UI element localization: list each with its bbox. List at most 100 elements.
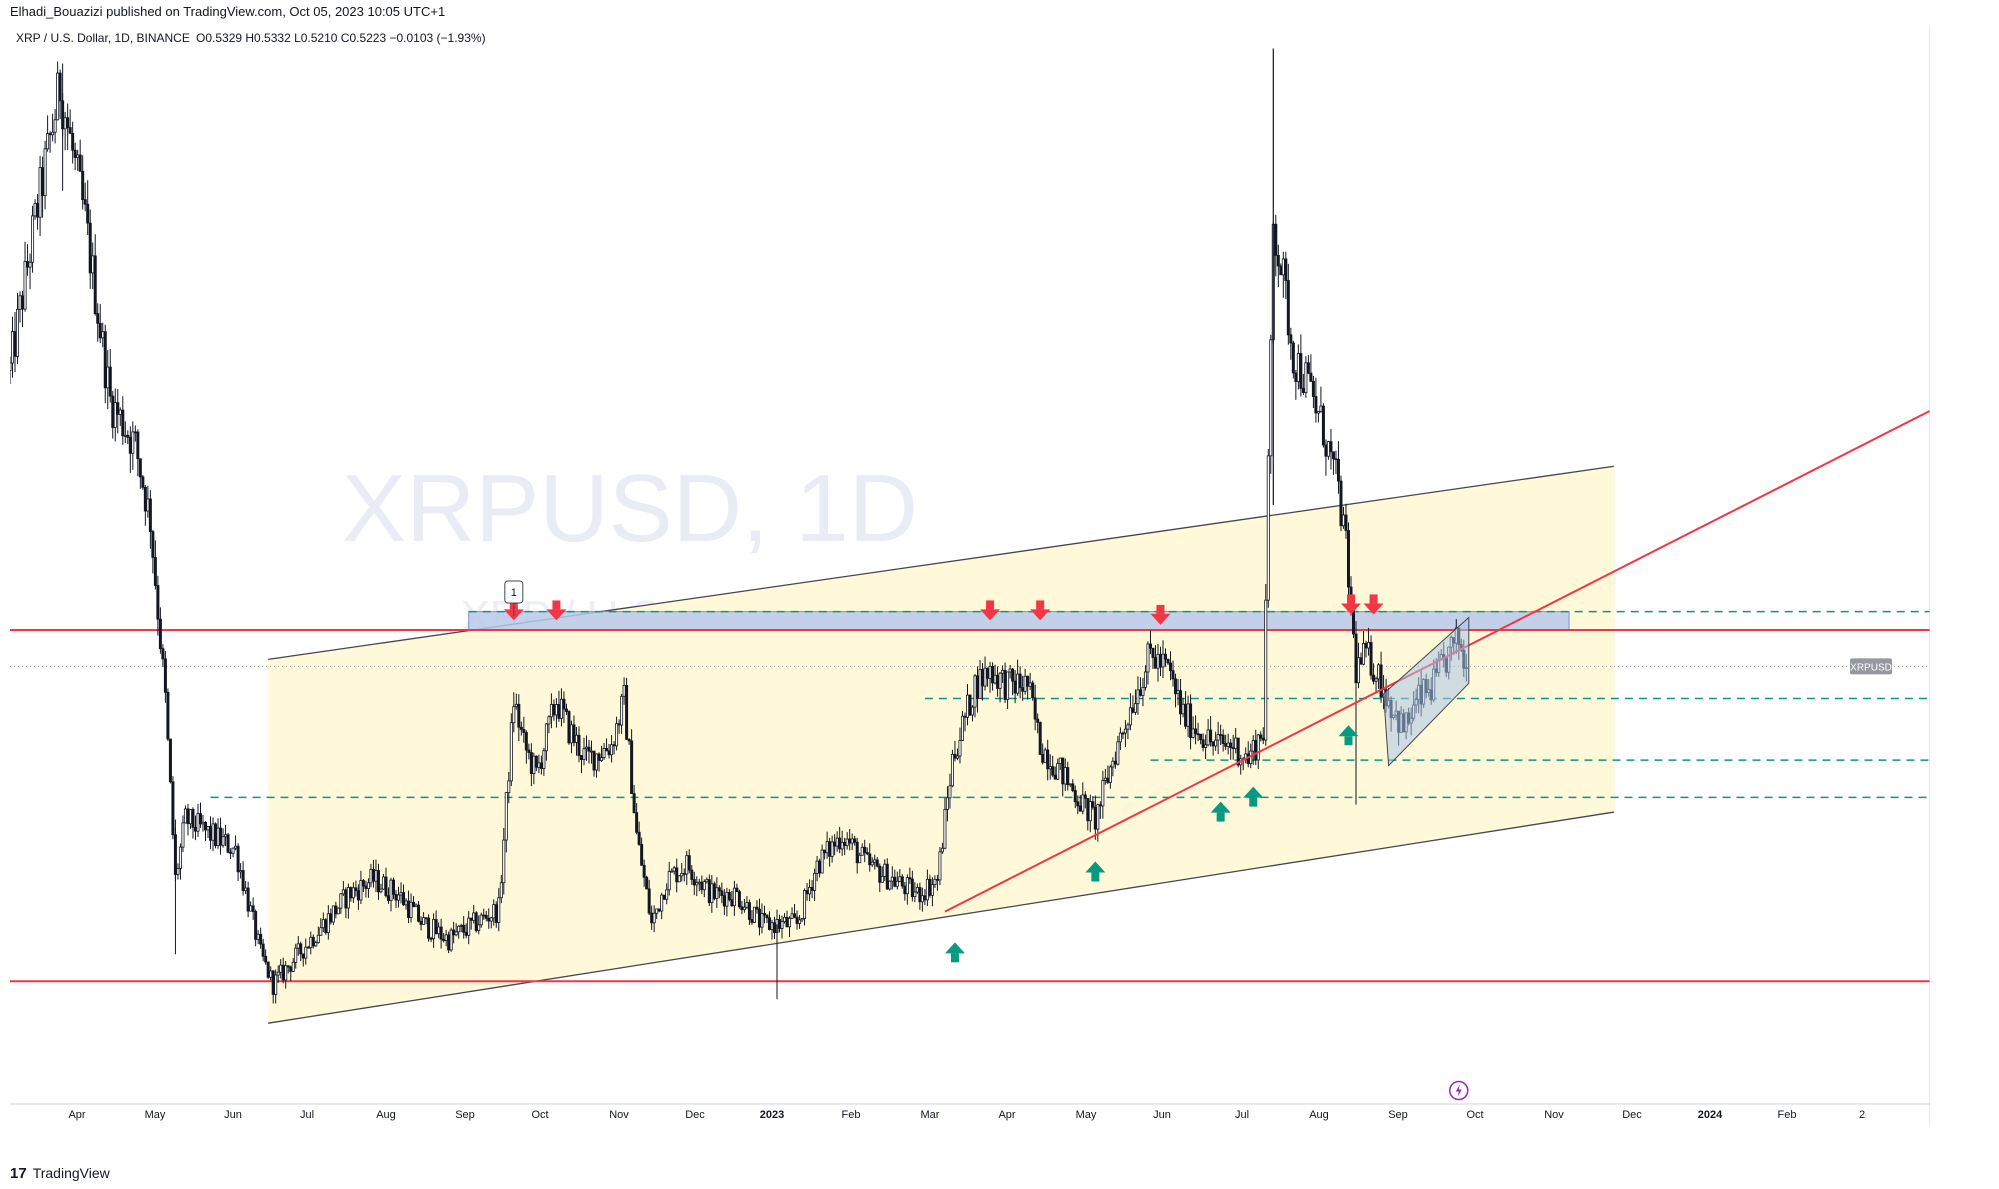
candle-body	[271, 970, 275, 995]
candle-body	[898, 876, 902, 882]
candle-body	[1051, 766, 1055, 776]
candle-body	[1126, 724, 1130, 730]
candle-body	[111, 395, 115, 428]
candle-body	[507, 780, 511, 793]
candle-body	[1194, 728, 1198, 735]
candle-body	[224, 834, 228, 838]
candle-body	[316, 934, 320, 943]
candle-body	[778, 919, 782, 929]
candle-body	[28, 261, 32, 268]
candle-body	[281, 964, 285, 981]
candle-body	[1061, 757, 1065, 785]
x-tick-label: Mar	[921, 1109, 940, 1121]
candle-body	[244, 887, 248, 891]
candle-body	[590, 750, 594, 753]
candle-body	[434, 919, 438, 935]
candle-body	[928, 878, 932, 896]
candle-body	[1171, 670, 1175, 680]
candle-body	[284, 965, 288, 981]
down-arrow-stem	[986, 600, 995, 610]
candle-body	[1091, 801, 1095, 808]
x-tick-label: Jul	[300, 1109, 314, 1121]
candle-body	[98, 322, 102, 339]
candle-body	[462, 924, 466, 933]
tradingview-logo-icon: 17	[10, 1164, 27, 1182]
candle-body	[53, 119, 57, 133]
candle-body	[1329, 441, 1333, 453]
candle-body	[1026, 675, 1030, 687]
candle-body	[206, 825, 210, 831]
candle-body	[863, 846, 867, 853]
candle-body	[412, 901, 416, 908]
candle-body	[1023, 675, 1027, 692]
candle-body	[757, 908, 761, 928]
candle-body	[1191, 728, 1195, 738]
candle-body	[1103, 777, 1107, 781]
candle-body	[622, 685, 626, 697]
candle-body	[274, 974, 278, 995]
candle-body	[727, 892, 731, 901]
candle-body	[828, 841, 832, 857]
candle-body	[615, 723, 619, 747]
candle-body	[1269, 339, 1273, 457]
candle-body	[356, 890, 360, 901]
candle-body	[532, 755, 536, 775]
down-arrow-head	[980, 609, 1001, 621]
candle-body	[447, 934, 451, 951]
candle-body	[1196, 733, 1200, 736]
chart-area[interactable]: XRPUSD, 1DXRP / U.S. Dollar1XRP / U.S. D…	[10, 26, 1930, 1126]
candle-body	[251, 905, 255, 912]
candle-body	[118, 409, 122, 415]
candle-body	[166, 691, 170, 740]
candle-body	[670, 870, 674, 873]
candle-body	[920, 895, 924, 903]
candle-body	[1013, 680, 1017, 694]
candle-body	[427, 917, 431, 939]
candle-body	[632, 793, 636, 814]
symbol-tag-label: XRPUSD	[1850, 662, 1892, 673]
candle-body	[1216, 734, 1220, 741]
candle-body	[294, 947, 298, 963]
candle-body	[512, 706, 516, 724]
candle-body	[329, 913, 333, 923]
candle-body	[1236, 737, 1240, 766]
candle-body	[58, 72, 62, 102]
candle-body	[439, 926, 443, 940]
candle-body	[577, 734, 581, 756]
candle-body	[635, 812, 639, 833]
candle-body	[868, 853, 872, 866]
candle-body	[815, 860, 819, 874]
channel-lower-line	[268, 811, 1615, 1024]
candle-body	[870, 861, 874, 866]
candle-body	[803, 890, 807, 920]
candle-body	[762, 913, 766, 916]
candle-body	[201, 821, 205, 825]
candle-body	[188, 809, 192, 825]
candle-body	[950, 753, 954, 787]
candle-body	[627, 738, 631, 742]
candle-body	[965, 694, 969, 718]
candle-body	[299, 943, 303, 955]
candle-body	[18, 295, 22, 310]
candle-body	[1324, 444, 1328, 457]
candle-body	[1121, 732, 1125, 735]
candle-body	[534, 755, 538, 768]
price-chart[interactable]: XRPUSD, 1DXRP / U.S. Dollar1XRP / U.S. D…	[10, 26, 1930, 1126]
candle-body	[524, 732, 528, 751]
candle-body	[945, 797, 949, 810]
candle-body	[1146, 643, 1150, 673]
marker-label: 1	[511, 587, 517, 599]
resistance-zone	[468, 611, 1570, 631]
candle-body	[1299, 353, 1303, 389]
candle-body	[557, 704, 561, 719]
candle-body	[219, 827, 223, 846]
candle-body	[662, 894, 666, 900]
tradingview-brand[interactable]: TradingView	[32, 1165, 110, 1181]
candle-body	[1274, 223, 1278, 256]
up-arrow-head	[944, 942, 965, 954]
candle-body	[818, 860, 822, 874]
candle-body	[374, 870, 378, 882]
candle-body	[1078, 805, 1082, 812]
candle-body	[198, 813, 202, 825]
candle-body	[908, 877, 912, 880]
